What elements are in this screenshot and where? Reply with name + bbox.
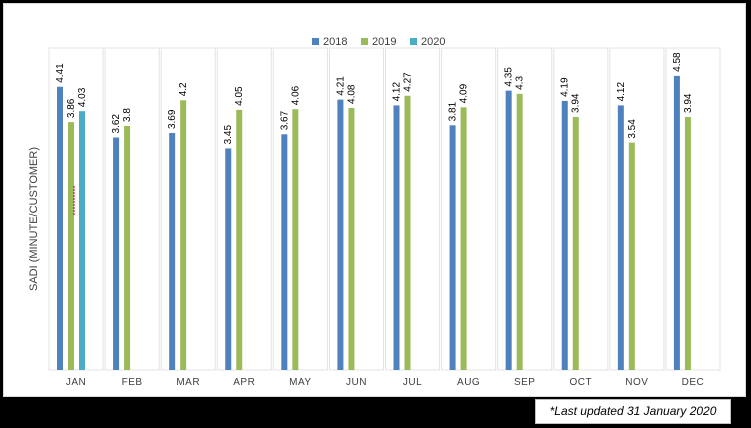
- bars: [57, 75, 691, 371]
- data-label-2018-feb: 3.62: [111, 114, 122, 134]
- x-tick-may: MAY: [289, 377, 311, 388]
- bar-2018-apr: [225, 148, 232, 370]
- bar-2018-jun: [337, 99, 344, 371]
- legend-swatch-2019: [361, 38, 368, 45]
- data-label-2019-jul: 4.27: [403, 72, 414, 92]
- chart-frame: 2018 2019 2020 4.41 3.86 4.03 3.62 3.8 3.69 4.2 3…: [3, 3, 746, 397]
- data-label-2018-aug: 3.81: [448, 101, 459, 121]
- bar-2018-jan: [57, 86, 63, 371]
- legend-swatch-2018: [312, 38, 319, 45]
- x-tick-jan: JAN: [66, 377, 86, 388]
- data-label-2019-nov: 3.54: [627, 119, 638, 139]
- data-label-2018-may: 3.67: [279, 110, 290, 130]
- bar-2019-apr: [236, 109, 243, 370]
- data-label-2018-dec: 4.58: [672, 52, 683, 72]
- bar-2018-nov: [617, 105, 624, 370]
- data-label-2019-jun: 4.08: [346, 84, 357, 104]
- bar-2019-sep: [516, 93, 523, 370]
- data-label-2020-jan: 4.03: [77, 87, 88, 107]
- data-label-2019-dec: 3.94: [683, 93, 694, 113]
- bar-2018-jul: [393, 105, 400, 370]
- bar-2019-jun: [348, 107, 355, 370]
- data-label-2018-jun: 4.21: [335, 76, 346, 96]
- bar-2019-nov: [628, 142, 635, 370]
- data-label-2018-mar: 3.69: [167, 109, 178, 129]
- bar-2018-feb: [113, 137, 120, 370]
- data-label-2019-aug: 4.09: [459, 83, 470, 103]
- bar-2019-dec: [684, 116, 691, 370]
- data-label-2018-jan: 4.41: [55, 63, 66, 83]
- bar-2018-mar: [169, 133, 176, 370]
- x-tick-mar: MAR: [176, 377, 200, 388]
- x-tick-jul: JUL: [403, 377, 422, 388]
- bar-2019-may: [292, 109, 299, 371]
- data-label-2018-sep: 4.35: [504, 67, 515, 87]
- legend-label-2018: 2018: [323, 36, 347, 48]
- legend-label-2020: 2020: [421, 36, 445, 48]
- x-tick-jun: JUN: [346, 377, 367, 388]
- bar-2019-jan: [68, 122, 74, 370]
- data-label-2019-may: 4.06: [290, 85, 301, 105]
- bar-2019-mar: [180, 100, 187, 370]
- bar-2020-jan: [79, 111, 85, 371]
- legend-swatch-2020: [410, 38, 417, 45]
- bar-2018-dec: [673, 75, 680, 370]
- bar-2018-aug: [449, 125, 456, 370]
- bar-2018-oct: [561, 100, 568, 370]
- x-tick-nov: NOV: [625, 377, 648, 388]
- last-updated-note: *Last updated 31 January 2020: [535, 399, 731, 424]
- bar-chart: 2018 2019 2020 4.41 3.864.03 3.62 3.8 3.69 4.2 3…: [28, 36, 721, 388]
- x-tick-dec: DEC: [682, 377, 705, 388]
- data-label-2018-jul: 4.12: [392, 82, 403, 102]
- bar-2018-sep: [505, 90, 512, 370]
- bar-2019-feb: [124, 125, 131, 371]
- y-axis-label: SADI (MINUTE/CUSTOMER): [28, 147, 40, 291]
- x-axis-ticks: JAN FEB MAR APR MAY JUN JUL AUG SEP OCT NOV DEC: [66, 377, 704, 388]
- data-label-2019-feb: 3.8: [122, 108, 133, 122]
- x-tick-sep: SEP: [514, 377, 536, 388]
- data-label-2018-nov: 4.12: [616, 82, 627, 102]
- data-label-2019-mar: 4.2: [178, 82, 189, 96]
- bar-2019-jul: [404, 95, 411, 370]
- data-label-2019-jan: 3.86: [66, 98, 77, 118]
- data-label-2019-oct: 3.94: [571, 93, 582, 113]
- data-label-2018-oct: 4.19: [560, 77, 571, 97]
- data-labels: 4.413.864.033.62 3.8 3.694.23.454.053.674.…: [55, 52, 694, 144]
- bar-2019-aug: [460, 107, 467, 370]
- legend-label-2019: 2019: [372, 36, 396, 48]
- x-tick-feb: FEB: [122, 377, 143, 388]
- data-label-2019-sep: 4.3: [515, 76, 526, 90]
- data-label-2019-apr: 4.05: [234, 86, 245, 106]
- data-label-2018-apr: 3.45: [223, 125, 234, 145]
- bar-2018-may: [281, 134, 288, 370]
- x-tick-oct: OCT: [569, 377, 592, 388]
- legend: 2018 2019 2020: [312, 36, 445, 48]
- x-tick-aug: AUG: [457, 377, 480, 388]
- bar-2019-oct: [572, 116, 579, 370]
- x-tick-apr: APR: [233, 377, 255, 388]
